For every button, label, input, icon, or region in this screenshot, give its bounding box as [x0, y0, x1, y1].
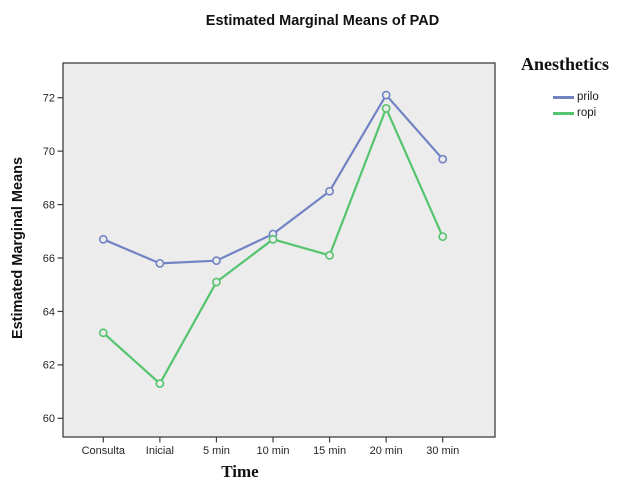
legend-item-ropi: ropi — [553, 105, 639, 121]
y-tick-label: 72 — [43, 93, 55, 105]
data-point-ropi — [98, 328, 108, 338]
x-axis-title: Time — [221, 462, 259, 481]
legend-label: prilo — [577, 91, 599, 103]
x-tick-label: 30 min — [426, 445, 459, 457]
data-point-prilo — [325, 186, 334, 196]
y-tick-label: 62 — [43, 360, 55, 372]
x-tick-label: 10 min — [256, 445, 289, 457]
x-tick-label: 15 min — [313, 445, 346, 457]
x-tick-label: Inicial — [146, 445, 174, 457]
data-point-ropi — [325, 250, 334, 260]
data-point-ropi — [212, 277, 221, 287]
legend-item-prilo: prilo — [553, 89, 639, 105]
data-point-ropi — [438, 232, 448, 242]
data-point-prilo — [381, 90, 391, 100]
y-tick-label: 60 — [43, 413, 55, 425]
legend-label: ropi — [577, 107, 597, 119]
legend-items: prilo ropi — [553, 89, 639, 121]
x-tick-label: 5 min — [203, 445, 230, 457]
legend: Anesthetics prilo ropi — [521, 54, 639, 121]
data-point-ropi — [155, 379, 165, 388]
legend-swatch-ropi — [553, 111, 574, 115]
data-point-prilo — [98, 234, 108, 244]
data-point-ropi — [381, 104, 391, 113]
data-point-prilo — [212, 256, 221, 266]
chart-title: Estimated Marginal Means of PAD — [205, 13, 440, 29]
y-tick-label: 70 — [43, 146, 55, 158]
data-point-prilo — [155, 258, 165, 268]
data-point-ropi — [268, 234, 278, 244]
x-tick-label: Consulta — [82, 445, 126, 457]
legend-title: Anesthetics — [521, 54, 609, 74]
plot-background — [62, 62, 496, 438]
y-tick-label: 66 — [43, 253, 55, 265]
legend-swatch-prilo — [553, 95, 574, 99]
data-point-prilo — [438, 154, 448, 164]
y-tick-label: 64 — [43, 306, 55, 318]
x-tick-label: 20 min — [370, 445, 403, 457]
y-tick-label: 68 — [43, 199, 55, 211]
